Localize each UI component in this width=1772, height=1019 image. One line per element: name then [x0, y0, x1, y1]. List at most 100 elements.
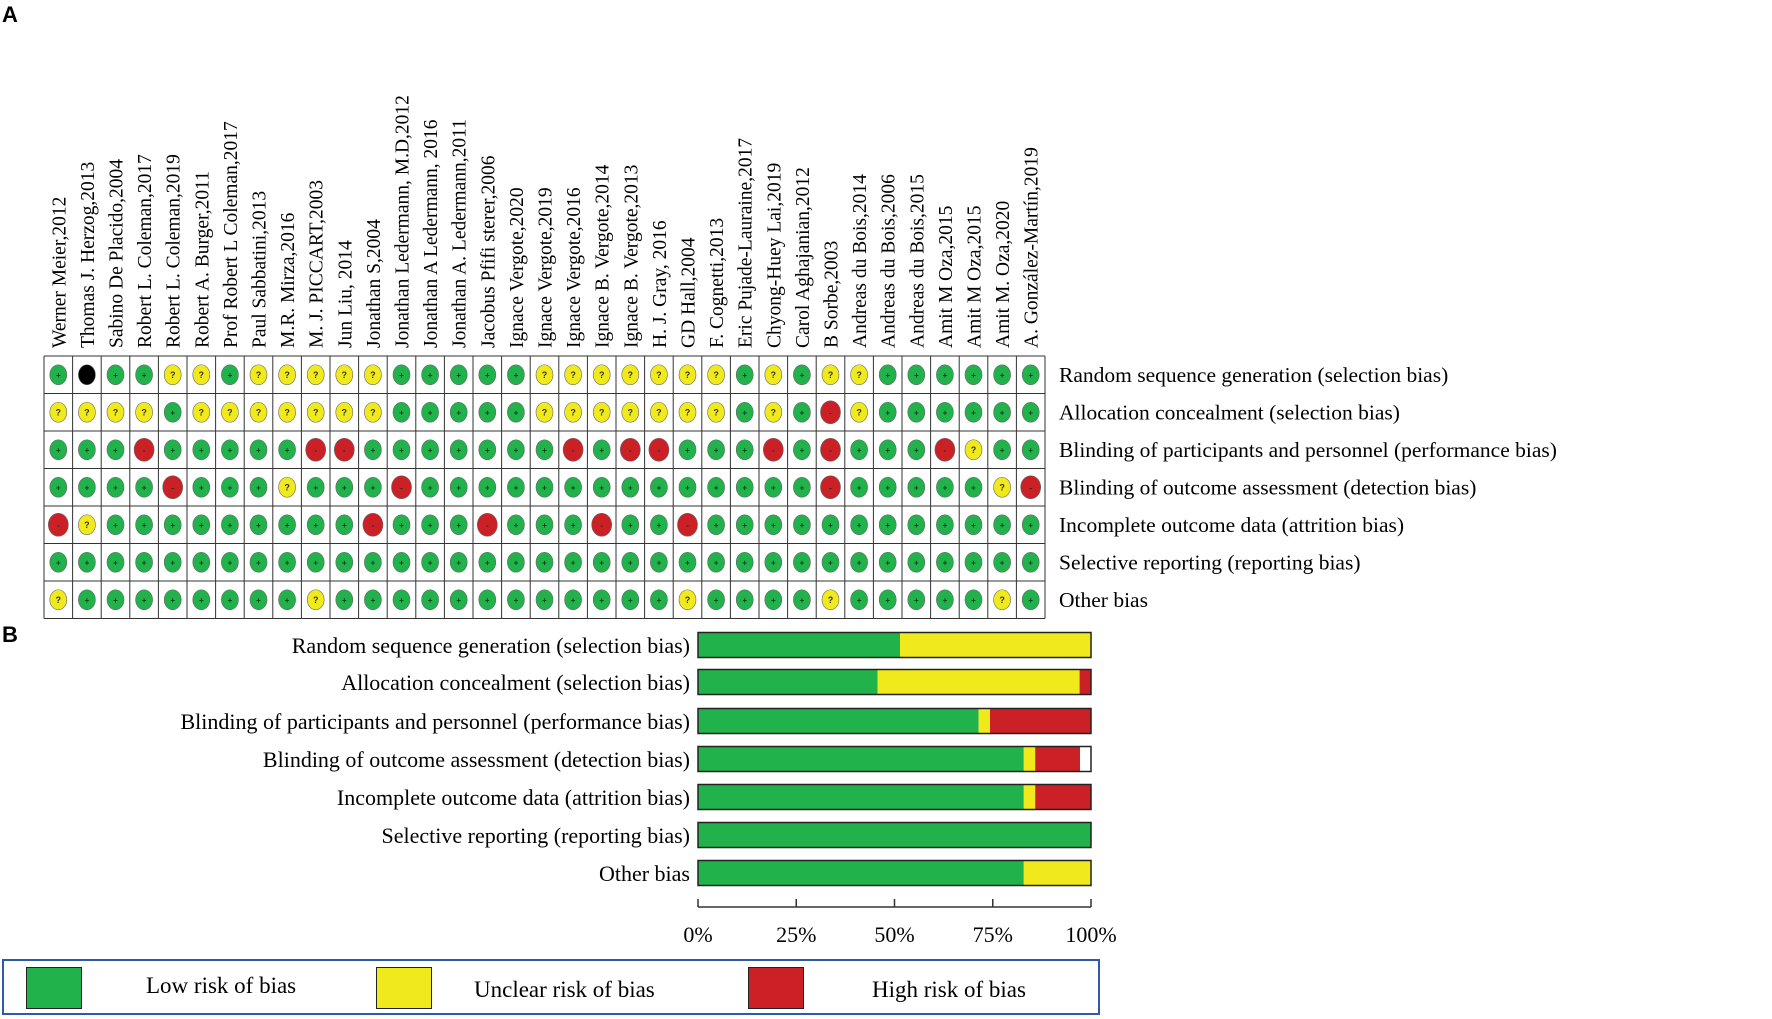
judgement-dot	[793, 551, 811, 573]
judgement-symbol: +	[1000, 408, 1005, 417]
judgement-symbol: +	[485, 596, 490, 605]
judgement-dot	[135, 401, 153, 423]
panel-a-label: A	[2, 2, 18, 27]
judgement-symbol: ?	[542, 407, 548, 417]
judgement-dot	[192, 551, 211, 573]
study-label: Paul Sabbatini,2013	[250, 191, 271, 348]
judgement-dot	[163, 439, 182, 461]
judgement-dot	[764, 476, 783, 498]
judgement-symbol: +	[456, 558, 461, 567]
judgement-dot	[1020, 475, 1041, 500]
judgement-dot	[793, 476, 811, 498]
judgement-symbol: +	[285, 446, 290, 455]
judgement-dot	[936, 551, 954, 573]
judgement-dot	[907, 364, 926, 386]
judgement-symbol: +	[56, 371, 61, 380]
bar-outline	[697, 821, 1092, 849]
judgement-dot	[192, 476, 211, 498]
judgement-dot	[592, 439, 611, 461]
judgement-dot	[163, 364, 182, 386]
judgement-dot	[678, 589, 697, 611]
judgement-symbol: +	[170, 446, 175, 455]
judgement-symbol: +	[914, 558, 919, 567]
study-label: Chyong-Huey Lai,2019	[764, 163, 785, 348]
judgement-symbol: +	[371, 483, 376, 492]
judgement-dot	[678, 551, 697, 573]
judgement-dot	[306, 401, 325, 423]
judgement-symbol: +	[571, 558, 576, 567]
bar-segment	[698, 860, 1024, 886]
bar-segment	[698, 746, 1024, 772]
study-label: Robert A. Burger,2011	[192, 171, 213, 348]
judgement-dot	[592, 589, 611, 611]
bar-segment	[900, 632, 1091, 658]
judgement-dot	[707, 364, 725, 386]
judgement-dot	[392, 364, 411, 386]
judgement-dot	[850, 401, 868, 423]
judgement-dot	[47, 512, 69, 537]
x-axis-tick-label: 100%	[1065, 922, 1116, 947]
judgement-symbol: +	[514, 446, 519, 455]
judgement-dot	[278, 364, 296, 386]
judgement-symbol: +	[256, 446, 261, 455]
judgement-dot	[878, 401, 897, 423]
judgement-symbol: +	[800, 558, 805, 567]
legend: Low risk of bias Unclear risk of bias Hi…	[2, 959, 1100, 1015]
bar-segment	[1023, 784, 1036, 810]
judgement-dot	[735, 401, 754, 423]
judgement-dot	[78, 364, 96, 386]
judgement-symbol: +	[456, 446, 461, 455]
judgement-symbol: +	[113, 558, 118, 567]
judgement-symbol: +	[628, 483, 633, 492]
judgement-dot	[421, 514, 439, 536]
judgement-symbol: -	[1029, 483, 1032, 492]
study-label: Amit M Oza,2015	[965, 206, 986, 348]
judgement-symbol: +	[113, 371, 118, 380]
bar-segment	[698, 669, 878, 695]
judgement-dot	[1021, 514, 1040, 536]
judgement-dot	[964, 589, 983, 611]
judgement-dot	[278, 476, 296, 498]
study-label: Ignace Vergote,2016	[564, 187, 585, 348]
judgement-dot	[793, 514, 811, 536]
judgement-symbol: ?	[656, 407, 662, 417]
judgement-dot	[678, 401, 697, 423]
judgement-symbol: ?	[542, 370, 548, 380]
judgement-dot	[592, 551, 611, 573]
judgement-dot	[993, 476, 1011, 498]
judgement-symbol: +	[914, 408, 919, 417]
judgement-symbol: +	[885, 446, 890, 455]
judgement-symbol: +	[828, 558, 833, 567]
judgement-symbol: ?	[199, 370, 205, 380]
judgement-symbol: +	[885, 483, 890, 492]
judgement-symbol: +	[285, 596, 290, 605]
legend-swatch-unclear	[376, 967, 432, 1009]
judgement-symbol: +	[742, 596, 747, 605]
judgement-symbol: +	[170, 596, 175, 605]
judgement-dot	[850, 364, 868, 386]
legend-label-high: High risk of bias	[872, 977, 1026, 1002]
judgement-symbol: +	[371, 558, 376, 567]
judgement-dot	[1021, 439, 1040, 461]
judgement-dot	[221, 401, 239, 423]
judgement-symbol: +	[1000, 521, 1005, 530]
judgement-symbol: +	[113, 446, 118, 455]
bar-outline	[697, 707, 1092, 735]
judgement-dot	[621, 401, 640, 423]
judgement-dot	[49, 364, 68, 386]
judgement-symbol: +	[428, 408, 433, 417]
study-label: Jun Liu, 2014	[335, 240, 356, 348]
judgement-symbol: ?	[828, 370, 834, 380]
bar-segment	[698, 632, 901, 658]
judgement-dot	[507, 476, 525, 498]
judgement-dot	[49, 476, 68, 498]
judgement-symbol: +	[885, 408, 890, 417]
judgement-dot	[49, 589, 68, 611]
judgement-symbol: +	[285, 558, 290, 567]
judgement-dot	[362, 512, 384, 537]
judgement-dot	[421, 551, 439, 573]
judgement-dot	[535, 364, 554, 386]
study-label: B Sorbe,2003	[822, 241, 843, 348]
judgement-symbol: +	[1028, 408, 1033, 417]
judgement-symbol: +	[1028, 446, 1033, 455]
